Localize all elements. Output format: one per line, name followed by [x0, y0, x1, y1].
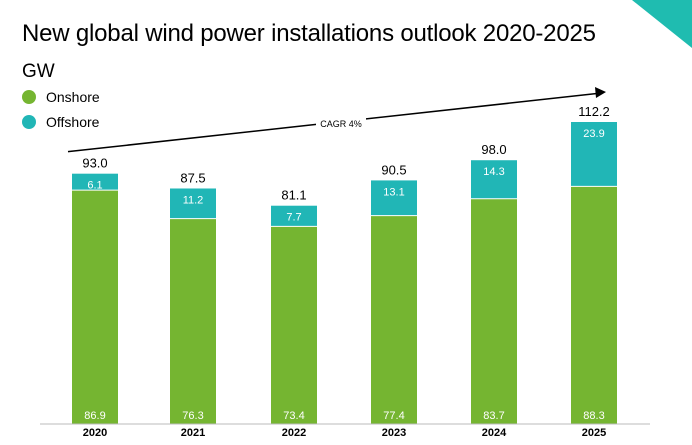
x-tick-label-2021: 2021	[181, 427, 205, 439]
bar-offshore-2025	[571, 122, 617, 187]
bar-offshore-2021	[170, 188, 216, 219]
x-tick-label-2022: 2022	[282, 427, 306, 439]
onshore-value-label-2022: 73.4	[283, 410, 304, 422]
onshore-value-label-2020: 86.9	[84, 410, 105, 422]
cagr-label-background	[316, 116, 366, 130]
total-value-label-2021: 87.5	[180, 170, 205, 185]
chart-title: New global wind power installations outl…	[22, 20, 596, 47]
bar-offshore-2024	[471, 160, 517, 199]
x-tick-label-2024: 2024	[482, 427, 507, 439]
offshore-value-label-2021: 11.2	[183, 194, 204, 206]
legend-label-onshore: Onshore	[46, 89, 100, 105]
legend-item-offshore: Offshore	[22, 114, 99, 130]
legend-swatch-offshore	[22, 115, 36, 129]
bar-onshore-2023	[371, 215, 417, 424]
offshore-value-label-2022: 7.7	[286, 212, 301, 224]
bar-offshore-2023	[371, 180, 417, 216]
offshore-value-label-2023: 13.1	[383, 186, 404, 198]
bar-onshore-2020	[72, 190, 118, 424]
legend-swatch-onshore	[22, 90, 36, 104]
cagr-label: CAGR 4%	[320, 119, 362, 129]
bar-onshore-2024	[471, 198, 517, 424]
total-value-label-2022: 81.1	[281, 188, 306, 203]
offshore-value-label-2024: 14.3	[483, 166, 504, 178]
bar-onshore-2022	[271, 226, 317, 424]
onshore-value-label-2021: 76.3	[182, 410, 203, 422]
total-value-label-2023: 90.5	[381, 162, 406, 177]
cagr-arrow-head	[595, 87, 606, 98]
legend-label-offshore: Offshore	[46, 114, 100, 130]
total-value-label-2025: 112.2	[578, 104, 610, 119]
corner-accent-shape	[632, 0, 692, 48]
onshore-value-label-2024: 83.7	[483, 410, 504, 422]
bar-offshore-2022	[271, 205, 317, 227]
total-value-label-2024: 98.0	[481, 142, 506, 157]
offshore-value-label-2025: 23.9	[583, 128, 604, 140]
unit-label: GW	[22, 61, 55, 82]
x-tick-label-2020: 2020	[83, 427, 107, 439]
bar-onshore-2025	[571, 186, 617, 424]
x-tick-label-2025: 2025	[582, 427, 606, 439]
x-tick-label-2023: 2023	[382, 427, 406, 439]
bar-onshore-2021	[170, 218, 216, 424]
legend-item-onshore: Onshore	[22, 89, 100, 105]
bar-offshore-2020	[72, 173, 118, 191]
onshore-value-label-2023: 77.4	[383, 410, 404, 422]
onshore-value-label-2025: 88.3	[583, 410, 604, 422]
total-value-label-2020: 93.0	[82, 156, 107, 171]
offshore-value-label-2020: 6.1	[87, 180, 102, 192]
